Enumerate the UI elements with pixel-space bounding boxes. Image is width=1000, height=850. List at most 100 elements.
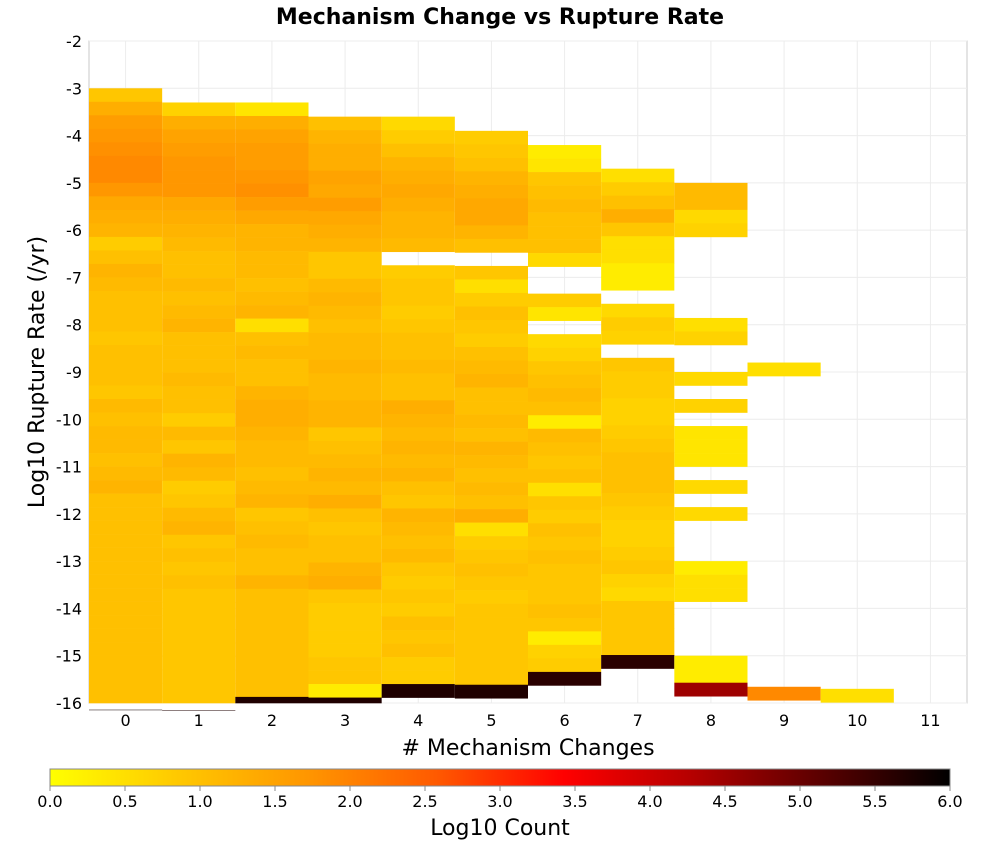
heatmap-cell xyxy=(601,182,675,196)
heatmap-cell xyxy=(601,168,675,183)
heatmap-cell xyxy=(601,357,675,372)
heatmap-cell xyxy=(89,588,163,602)
y-tick-label: -10 xyxy=(56,410,82,429)
heatmap-cell xyxy=(235,426,309,441)
heatmap-cell xyxy=(162,602,236,617)
heatmap-cell xyxy=(89,682,163,697)
heatmap-cell xyxy=(308,427,382,442)
heatmap-cell xyxy=(381,603,455,617)
heatmap-cell xyxy=(454,617,528,631)
heatmap-cell xyxy=(528,577,602,592)
heatmap-cell xyxy=(601,655,675,669)
heatmap-cell xyxy=(381,427,455,442)
heatmap-cell xyxy=(89,263,163,278)
heatmap-cells xyxy=(89,88,894,711)
heatmap-cell xyxy=(381,589,455,604)
heatmap-cell xyxy=(162,318,236,333)
heatmap-cell xyxy=(381,211,455,226)
heatmap-cell xyxy=(454,374,528,388)
heatmap-cell xyxy=(162,710,236,711)
y-tick-label: -3 xyxy=(66,79,82,98)
heatmap-cell xyxy=(454,387,528,402)
heatmap-cell xyxy=(454,130,528,145)
heatmap-cell xyxy=(308,467,382,482)
heatmap-cell xyxy=(235,251,309,265)
y-tick-label: -12 xyxy=(56,505,82,524)
heatmap-cell xyxy=(162,696,236,704)
heatmap-cell xyxy=(454,509,528,523)
heatmap-cell xyxy=(308,562,382,577)
heatmap-cell xyxy=(162,494,236,509)
heatmap-cell xyxy=(308,184,382,199)
heatmap-cell xyxy=(674,196,748,211)
heatmap-cell xyxy=(162,548,236,563)
heatmap-cell xyxy=(747,686,821,701)
y-tick-label: -9 xyxy=(66,363,82,382)
heatmap-cell xyxy=(601,411,675,426)
heatmap-cell xyxy=(674,371,748,386)
heatmap-cell xyxy=(674,426,748,440)
heatmap-cell xyxy=(162,332,236,346)
heatmap-cell xyxy=(601,384,675,399)
heatmap-cell xyxy=(89,209,163,224)
heatmap-cell xyxy=(381,359,455,374)
heatmap-cell xyxy=(308,684,382,698)
heatmap-cell xyxy=(308,211,382,226)
heatmap-cell xyxy=(308,616,382,631)
heatmap-cell xyxy=(162,480,236,495)
heatmap-cell xyxy=(89,709,163,711)
heatmap-cell xyxy=(308,305,382,320)
heatmap-cell xyxy=(235,602,309,617)
heatmap-cell xyxy=(162,521,236,536)
heatmap-cell xyxy=(528,158,602,173)
heatmap-cell xyxy=(235,224,309,238)
heatmap-cell xyxy=(528,658,602,673)
heatmap-cell xyxy=(381,481,455,496)
heatmap-cell xyxy=(308,386,382,401)
heatmap-cell xyxy=(528,253,602,267)
heatmap-cell xyxy=(308,157,382,171)
heatmap-cell xyxy=(454,428,528,442)
heatmap-cell xyxy=(381,535,455,550)
x-tick-label: 2 xyxy=(267,711,277,730)
heatmap-cell xyxy=(454,671,528,686)
heatmap-cell xyxy=(454,360,528,375)
heatmap-cell xyxy=(162,656,236,671)
heatmap-cell xyxy=(235,278,309,292)
heatmap-cell xyxy=(308,332,382,347)
heatmap-cell xyxy=(89,493,163,508)
heatmap-cell xyxy=(601,573,675,588)
heatmap-cell xyxy=(162,642,236,657)
x-tick-label: 9 xyxy=(779,711,789,730)
heatmap-cell xyxy=(308,359,382,374)
heatmap-cell xyxy=(381,440,455,455)
heatmap-cell xyxy=(162,561,236,576)
heatmap-cell xyxy=(454,603,528,618)
heatmap-cell xyxy=(601,600,675,615)
heatmap-cell xyxy=(601,371,675,386)
heatmap-cell xyxy=(89,182,163,197)
heatmap-cell xyxy=(454,211,528,226)
heatmap-cell xyxy=(674,561,748,575)
heatmap-cell xyxy=(308,373,382,388)
heatmap-cell xyxy=(308,481,382,496)
heatmap-cell xyxy=(308,643,382,658)
heatmap-cell xyxy=(162,170,236,184)
x-tick-label: 6 xyxy=(559,711,569,730)
heatmap-cell xyxy=(528,361,602,375)
heatmap-cell xyxy=(162,507,236,522)
heatmap-cell xyxy=(528,185,602,200)
heatmap-cell xyxy=(235,467,309,482)
heatmap-cell xyxy=(235,642,309,657)
heatmap-cell xyxy=(89,574,163,589)
heatmap-cell xyxy=(820,688,894,703)
heatmap-cell xyxy=(235,615,309,630)
heatmap-cell xyxy=(235,115,309,130)
heatmap-cell xyxy=(89,642,163,656)
heatmap-cell xyxy=(162,453,236,468)
heatmap-cell xyxy=(162,237,236,252)
heatmap-cell xyxy=(747,362,821,377)
heatmap-cell xyxy=(89,601,163,616)
heatmap-cell xyxy=(308,454,382,469)
heatmap-cell xyxy=(162,251,236,265)
